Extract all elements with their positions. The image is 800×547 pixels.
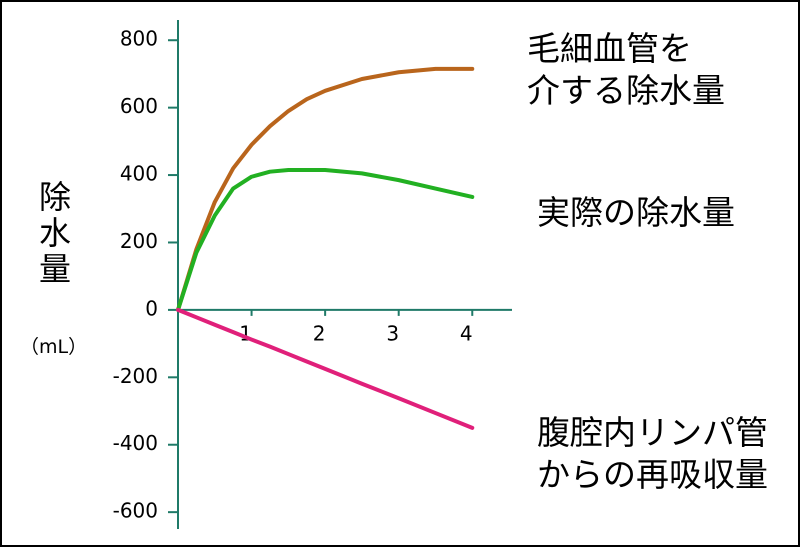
- x-tick-label: 4: [460, 321, 473, 345]
- y-tick-label: 800: [120, 27, 158, 51]
- y-axis-unit: （mL）: [20, 336, 88, 358]
- series-label: 腹腔内リンパ管 からの再吸収量: [537, 413, 768, 494]
- y-tick-label: -400: [113, 431, 158, 455]
- y-tick-label: -200: [113, 364, 158, 388]
- series-label: 実際の除水量: [537, 193, 735, 232]
- y-tick-label: -600: [113, 499, 158, 523]
- y-tick-label: 0: [145, 296, 158, 320]
- y-tick-label: 400: [120, 162, 158, 186]
- y-tick-label: 200: [120, 229, 158, 253]
- x-tick-label: 3: [386, 321, 399, 345]
- series-label: 毛細血管を 介する除水量: [527, 29, 725, 110]
- series-line: [176, 168, 475, 312]
- x-tick-label: 2: [313, 321, 326, 345]
- series-line: [176, 307, 475, 430]
- y-axis-label: 除水量: [34, 180, 72, 288]
- y-tick-label: 600: [120, 94, 158, 118]
- series-line: [176, 66, 475, 312]
